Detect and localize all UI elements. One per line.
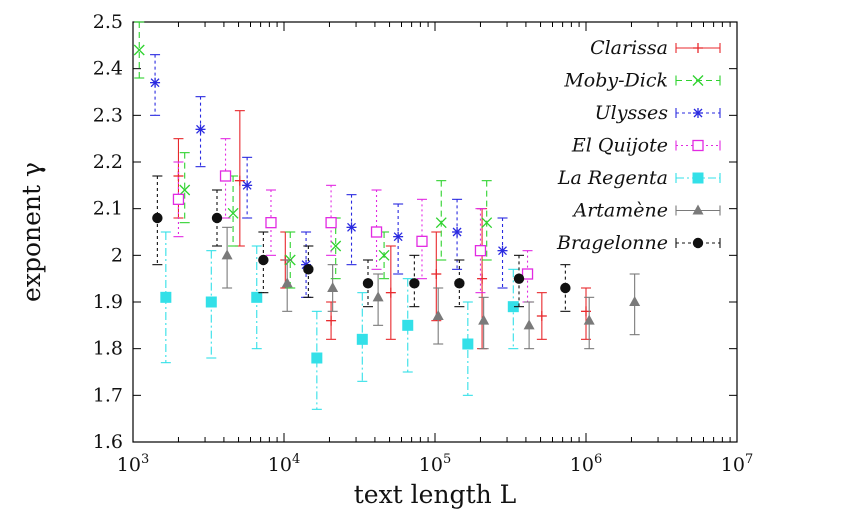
legend-item: La Regenta (557, 167, 721, 189)
point-marker (311, 352, 323, 364)
point-marker (265, 217, 277, 229)
point-marker (692, 172, 704, 184)
point-marker (325, 217, 337, 229)
legend-item: Bragelonne (556, 232, 721, 254)
point-marker (435, 217, 447, 229)
legend-label: Bragelonne (556, 232, 668, 254)
y-tick-label: 1.8 (93, 338, 123, 360)
legend-item: Moby-Dick (563, 70, 721, 92)
point-marker (513, 273, 525, 284)
point-marker (462, 338, 474, 350)
point-marker (629, 296, 641, 306)
point-marker (258, 254, 269, 266)
x-tick-label: 104 (268, 452, 300, 476)
point-marker (330, 240, 342, 252)
y-tick-label: 2.4 (93, 58, 123, 80)
series-artam-ne (221, 226, 641, 350)
point-marker (402, 319, 414, 331)
legend-item: Ulysses (595, 102, 721, 124)
point-marker (205, 296, 217, 308)
point-marker (692, 75, 704, 86)
x-axis-title: text length L (354, 480, 517, 509)
point-marker (133, 44, 145, 56)
point-marker (432, 310, 444, 320)
point-marker (452, 227, 462, 237)
point-marker (372, 291, 384, 302)
tick-labels: 1.6 1.7 1.8 1.9 2 2.1 2.2 2.3 2.4 2.5 103 104 105 106… (93, 11, 753, 476)
point-marker (481, 217, 493, 229)
legend-item: Clarissa (590, 37, 721, 59)
point-marker (211, 212, 223, 224)
x-tick-label: 105 (419, 452, 451, 476)
point-marker (152, 212, 163, 224)
point-marker (521, 268, 534, 280)
point-marker (196, 124, 205, 134)
point-marker (478, 314, 490, 325)
series-moby-dick (133, 21, 493, 289)
x-tick-label: 107 (721, 452, 753, 476)
legend-label: Artamène (571, 200, 668, 222)
point-marker (179, 184, 191, 196)
y-tick-label: 2.2 (93, 151, 123, 173)
x-tick-label: 106 (570, 452, 602, 476)
point-marker (693, 108, 703, 118)
series-el-quijote (172, 138, 534, 303)
legend-item: Artamène (571, 200, 721, 222)
point-marker (281, 277, 293, 288)
legend-label: El Quijote (571, 135, 668, 157)
point-marker (172, 193, 185, 205)
point-marker (150, 78, 160, 88)
point-marker (362, 278, 374, 289)
point-marker (251, 291, 263, 303)
series-la-regenta (160, 231, 519, 410)
y-tick-label: 2.1 (93, 198, 123, 220)
y-tick-label: 1.6 (93, 431, 123, 453)
point-marker (303, 264, 314, 275)
y-tick-label: 1.7 (93, 384, 123, 406)
series-clarissa (173, 110, 591, 350)
legend-item: El Quijote (571, 135, 721, 157)
point-marker (378, 249, 390, 261)
series-layer (133, 21, 641, 410)
point-marker (409, 278, 420, 289)
legend-label: Moby-Dick (563, 70, 668, 92)
point-marker (301, 260, 311, 270)
point-marker (692, 204, 704, 215)
point-marker (221, 249, 233, 260)
point-marker (523, 319, 535, 330)
y-axis-title: exponent γ (17, 162, 46, 302)
series-bragelonne (152, 175, 571, 312)
point-marker (474, 245, 487, 257)
y-tick-label: 2.5 (93, 11, 123, 33)
point-marker (347, 222, 356, 232)
point-marker (356, 333, 368, 345)
y-tick-label: 2.3 (93, 104, 123, 126)
point-marker (560, 282, 571, 294)
legend: Clarissa Moby-Dick Ulysses El Quijote La Reg… (556, 37, 721, 254)
point-marker (583, 314, 595, 325)
point-marker (416, 235, 428, 247)
legend-label: Clarissa (590, 37, 668, 59)
x-tick-label: 103 (117, 452, 149, 476)
legend-label: Ulysses (595, 102, 669, 124)
point-marker (227, 207, 239, 219)
point-marker (393, 232, 403, 242)
point-marker (692, 237, 704, 249)
point-marker (692, 139, 704, 152)
point-marker (498, 246, 507, 256)
point-marker (370, 226, 383, 238)
y-tick-label: 2 (111, 244, 123, 266)
point-marker (454, 278, 465, 289)
plot-frame (132, 21, 738, 443)
point-marker (327, 282, 339, 292)
legend-label: La Regenta (557, 167, 668, 189)
y-tick-label: 1.9 (93, 291, 123, 313)
point-marker (242, 180, 252, 190)
point-marker (219, 170, 232, 182)
axis-ticks (132, 21, 738, 443)
point-marker (160, 291, 172, 303)
series-ulysses (150, 54, 508, 298)
